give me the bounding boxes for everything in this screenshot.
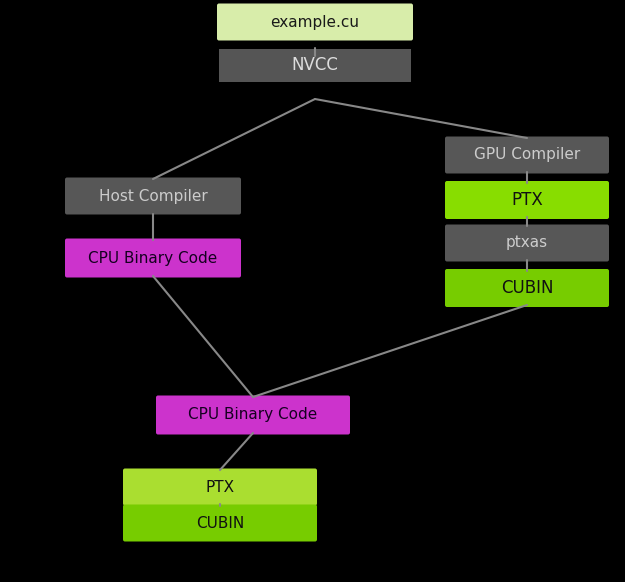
Text: PTX: PTX: [206, 480, 234, 495]
FancyBboxPatch shape: [156, 396, 350, 435]
Text: NVCC: NVCC: [291, 56, 339, 74]
Text: CPU Binary Code: CPU Binary Code: [88, 250, 218, 265]
Text: GPU Compiler: GPU Compiler: [474, 147, 580, 162]
Text: PTX: PTX: [511, 191, 543, 209]
Text: CUBIN: CUBIN: [501, 279, 553, 297]
Text: CPU Binary Code: CPU Binary Code: [188, 407, 318, 423]
Text: Host Compiler: Host Compiler: [99, 189, 208, 204]
FancyBboxPatch shape: [445, 225, 609, 261]
Text: example.cu: example.cu: [271, 15, 359, 30]
FancyBboxPatch shape: [445, 181, 609, 219]
FancyBboxPatch shape: [445, 269, 609, 307]
FancyBboxPatch shape: [219, 48, 411, 81]
FancyBboxPatch shape: [123, 469, 317, 506]
FancyBboxPatch shape: [217, 3, 413, 41]
FancyBboxPatch shape: [445, 137, 609, 173]
FancyBboxPatch shape: [123, 505, 317, 541]
Text: CUBIN: CUBIN: [196, 516, 244, 531]
Text: ptxas: ptxas: [506, 236, 548, 250]
FancyBboxPatch shape: [65, 239, 241, 278]
FancyBboxPatch shape: [65, 178, 241, 215]
